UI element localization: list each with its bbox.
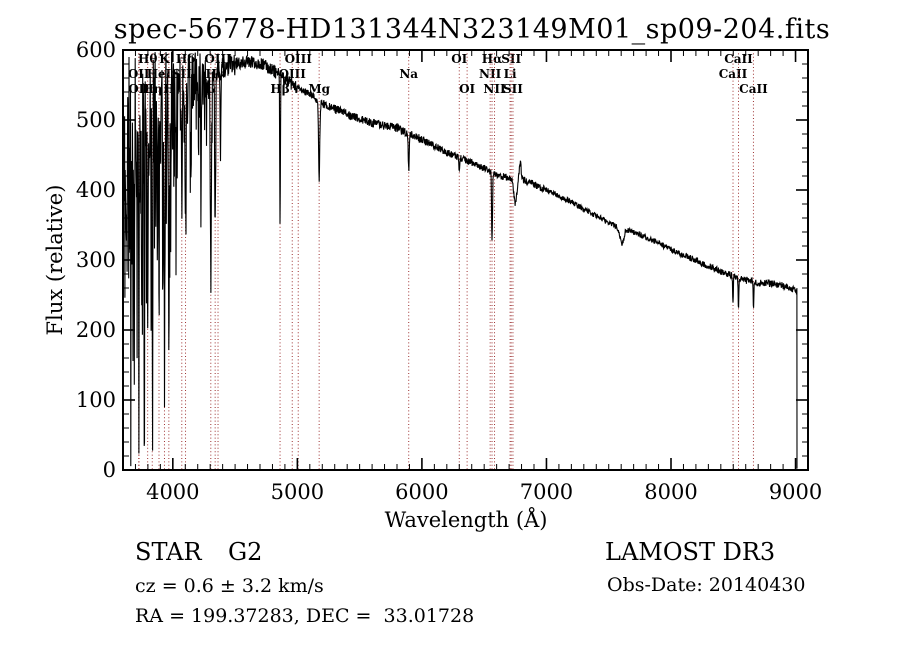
line-marker-label: G — [206, 82, 216, 96]
y-tick-label: 100 — [76, 388, 116, 412]
line-marker-label: Mg — [308, 82, 330, 96]
line-marker-label: CaII — [739, 82, 768, 96]
spectral-line-markers: OIIOIIHθHηHeIKHSIIHδGHγOIIIHβOIIIOIIIMgN… — [128, 50, 768, 470]
line-marker-label: OI — [459, 82, 475, 96]
line-marker-label: Na — [399, 67, 418, 81]
y-tick-label: 600 — [76, 38, 116, 62]
class-label: STAR — [135, 538, 202, 566]
y-tick-label: 400 — [76, 178, 116, 202]
line-marker-label: Hδ — [176, 52, 195, 66]
line-marker-label: Hγ — [206, 67, 225, 81]
plot-frame — [122, 49, 809, 471]
ra-dec-value: RA = 199.37283, DEC = 33.01728 — [135, 605, 474, 627]
line-marker-label: OIII — [204, 52, 232, 66]
line-marker-label: CaII — [719, 67, 748, 81]
x-tick-label: 6000 — [395, 480, 448, 504]
line-marker-label: SII — [501, 52, 521, 66]
x-tick-label: 8000 — [644, 480, 697, 504]
y-tick-label: 500 — [76, 108, 116, 132]
subclass-label: G2 — [228, 538, 262, 566]
line-marker-label: K — [159, 52, 170, 66]
x-axis-ticks: 4000 5000 6000 7000 8000 9000 — [122, 50, 822, 504]
survey-label: LAMOST DR3 — [605, 538, 775, 566]
x-axis-label: Wavelength (Å) — [385, 507, 548, 532]
y-tick-label: 200 — [76, 318, 116, 342]
line-marker-label: NII — [479, 67, 502, 81]
y-axis-label: Flux (relative) — [43, 185, 67, 336]
line-marker-label: NII — [483, 82, 506, 96]
plot-title: spec-56778-HD131344N323149M01_sp09-204.f… — [114, 14, 830, 45]
line-marker-label: SII — [503, 82, 523, 96]
x-tick-label: 9000 — [769, 480, 822, 504]
y-tick-label: 0 — [103, 458, 116, 482]
x-tick-label: 4000 — [146, 480, 199, 504]
line-marker-label: Li — [504, 67, 517, 81]
line-marker-label: Hη — [142, 82, 162, 96]
line-marker-label: CaII — [724, 52, 753, 66]
line-marker-label: Hα — [482, 52, 503, 66]
x-tick-label: 7000 — [520, 480, 573, 504]
line-marker-label: OI — [451, 52, 467, 66]
line-marker-label: Hθ — [138, 52, 157, 66]
cz-value: cz = 0.6 ± 3.2 km/s — [135, 575, 324, 597]
spectrum-line — [123, 51, 798, 469]
line-marker-label: Hβ — [270, 82, 289, 96]
line-marker-label: OIII — [285, 52, 313, 66]
x-tick-label: 5000 — [271, 480, 324, 504]
y-tick-label: 300 — [76, 248, 116, 272]
line-marker-label: H — [163, 82, 174, 96]
obs-date: Obs-Date: 20140430 — [607, 574, 806, 596]
